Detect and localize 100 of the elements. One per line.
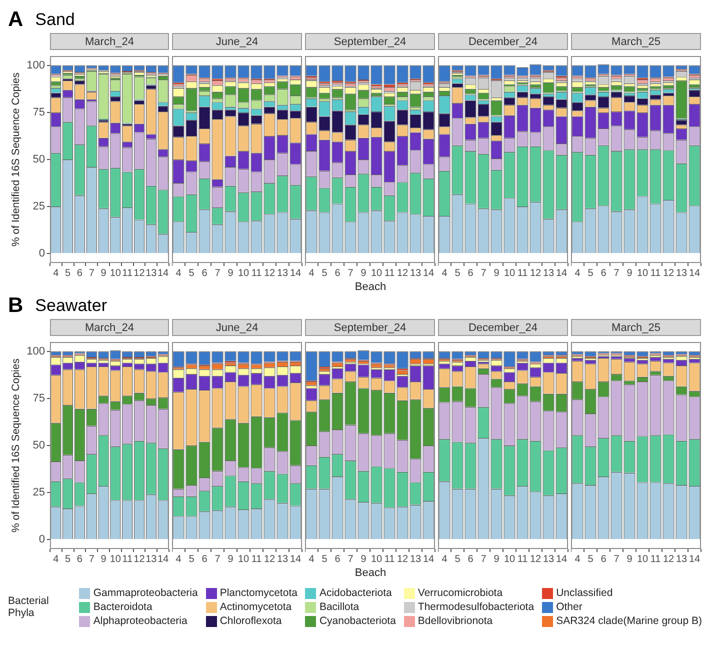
x-tick-label: 6 xyxy=(76,268,83,279)
x-tick-label: 4 xyxy=(574,268,581,279)
x-tick-label: 4 xyxy=(308,554,315,565)
y-tick-label: 100 xyxy=(26,59,45,72)
x-tick-label: 7 xyxy=(214,268,221,279)
legend-title: Bacterial Phyla xyxy=(8,595,50,619)
chart-title: September_24 xyxy=(334,36,406,48)
x-tick-label: 11 xyxy=(517,554,528,565)
y-tick-label: 0 xyxy=(38,248,45,260)
x-tick-label: 9 xyxy=(494,554,500,565)
x-tick-label: 14 xyxy=(422,268,434,279)
y-tick-label: 75 xyxy=(32,392,45,404)
chart-title: June_24 xyxy=(216,322,258,334)
x-tick-label: 9 xyxy=(626,554,633,565)
x-tick-label: 6 xyxy=(334,554,341,565)
x-tick-label: 6 xyxy=(334,268,341,279)
x-tick-label: 7 xyxy=(480,554,487,565)
legend-label: Bacteroidota xyxy=(93,601,152,613)
x-tick-label: 6 xyxy=(600,554,607,565)
y-tick-label: 25 xyxy=(32,200,45,213)
x-tick-label: 14 xyxy=(157,268,170,279)
x-tick-label: 5 xyxy=(588,268,594,279)
chart-title: March_25 xyxy=(612,36,660,48)
x-tick-label: 12 xyxy=(396,554,408,565)
x-tick-label: 14 xyxy=(290,554,302,565)
x-tick-label: 10 xyxy=(504,554,516,565)
x-tick-label: 10 xyxy=(238,268,250,279)
x-tick-label: 12 xyxy=(662,554,674,565)
x-tick-label: 10 xyxy=(636,554,648,565)
legend-label: SAR324 clade(Marine group B) xyxy=(556,615,702,627)
legend-label: Cyanobacteriota xyxy=(319,615,396,627)
x-tick-label: 5 xyxy=(588,554,594,565)
x-tick-label: 6 xyxy=(468,554,474,565)
x-tick-label: 9 xyxy=(100,268,107,279)
x-tick-label: 9 xyxy=(100,554,107,565)
x-tick-label: 5 xyxy=(454,268,461,279)
x-tick-label: 13 xyxy=(276,268,288,279)
legend-label: Chloroflexota xyxy=(220,615,282,627)
y-tick-label: 50 xyxy=(32,154,45,166)
legend-label: Bdellovibrionota xyxy=(418,615,493,627)
y-tick-label: 25 xyxy=(32,486,45,499)
y-tick-label: 50 xyxy=(32,440,45,452)
x-tick-label: 5 xyxy=(188,268,195,279)
x-tick-label: 9 xyxy=(360,268,367,279)
x-axis-title: Beach xyxy=(354,566,388,580)
x-tick-label: 6 xyxy=(202,268,208,279)
x-tick-label: 13 xyxy=(146,554,158,565)
y-tick-label: 75 xyxy=(32,106,45,118)
x-tick-label: 6 xyxy=(600,268,607,279)
legend-label: Unclassified xyxy=(556,587,613,599)
legend-label: Alphaproteobacteria xyxy=(93,615,188,627)
x-tick-label: 11 xyxy=(517,268,528,279)
x-tick-label: 11 xyxy=(251,268,262,279)
x-tick-label: 7 xyxy=(214,554,221,565)
legend-label: Acidobacteriota xyxy=(319,587,392,599)
chart-title: March_24 xyxy=(85,322,134,334)
text: A xyxy=(8,8,24,32)
x-tick-label: 11 xyxy=(251,554,262,565)
x-tick-label: 12 xyxy=(264,554,276,565)
x-tick-label: 11 xyxy=(650,268,662,279)
x-tick-label: 14 xyxy=(556,554,568,565)
chart-title: June_24 xyxy=(216,36,258,48)
legend-label: Actinomycetota xyxy=(220,601,292,613)
y-axis-title: % of Identified 16S Sequence Copies xyxy=(10,358,22,532)
x-tick-label: 7 xyxy=(88,554,95,565)
x-tick-label: 12 xyxy=(662,268,674,279)
x-tick-label: 11 xyxy=(122,268,133,279)
x-tick-label: 9 xyxy=(494,268,500,279)
x-tick-label: 13 xyxy=(410,268,422,279)
chart-title: September_24 xyxy=(334,322,406,334)
x-axis-title: Beach xyxy=(354,280,388,294)
x-tick-label: 10 xyxy=(370,554,382,565)
x-tick-label: 13 xyxy=(676,268,688,279)
chart-title: December_24 xyxy=(468,322,538,334)
x-tick-label: 7 xyxy=(348,268,354,279)
x-tick-label: 12 xyxy=(134,554,146,565)
x-tick-label: 7 xyxy=(88,268,95,279)
x-tick-label: 13 xyxy=(410,554,422,565)
x-tick-label: 9 xyxy=(626,268,633,279)
x-tick-label: 10 xyxy=(238,554,250,565)
x-tick-label: 14 xyxy=(290,268,302,279)
text: B xyxy=(8,294,24,318)
x-tick-label: 12 xyxy=(396,268,408,279)
x-tick-label: 11 xyxy=(384,268,396,279)
x-tick-label: 13 xyxy=(676,554,688,565)
x-tick-label: 4 xyxy=(176,554,182,565)
x-tick-label: 12 xyxy=(530,554,542,565)
x-tick-label: 14 xyxy=(422,554,434,565)
x-tick-label: 9 xyxy=(360,554,367,565)
x-tick-label: 7 xyxy=(614,268,620,279)
x-tick-label: 10 xyxy=(636,268,648,279)
chart-title: March_24 xyxy=(85,36,134,48)
x-tick-label: 4 xyxy=(442,268,448,279)
x-tick-label: 7 xyxy=(480,268,487,279)
x-tick-label: 4 xyxy=(176,268,182,279)
x-tick-label: 10 xyxy=(110,554,122,565)
x-tick-label: 14 xyxy=(688,554,700,565)
x-tick-label: 14 xyxy=(157,554,170,565)
x-tick-label: 4 xyxy=(53,554,60,565)
x-tick-label: 7 xyxy=(614,554,620,565)
